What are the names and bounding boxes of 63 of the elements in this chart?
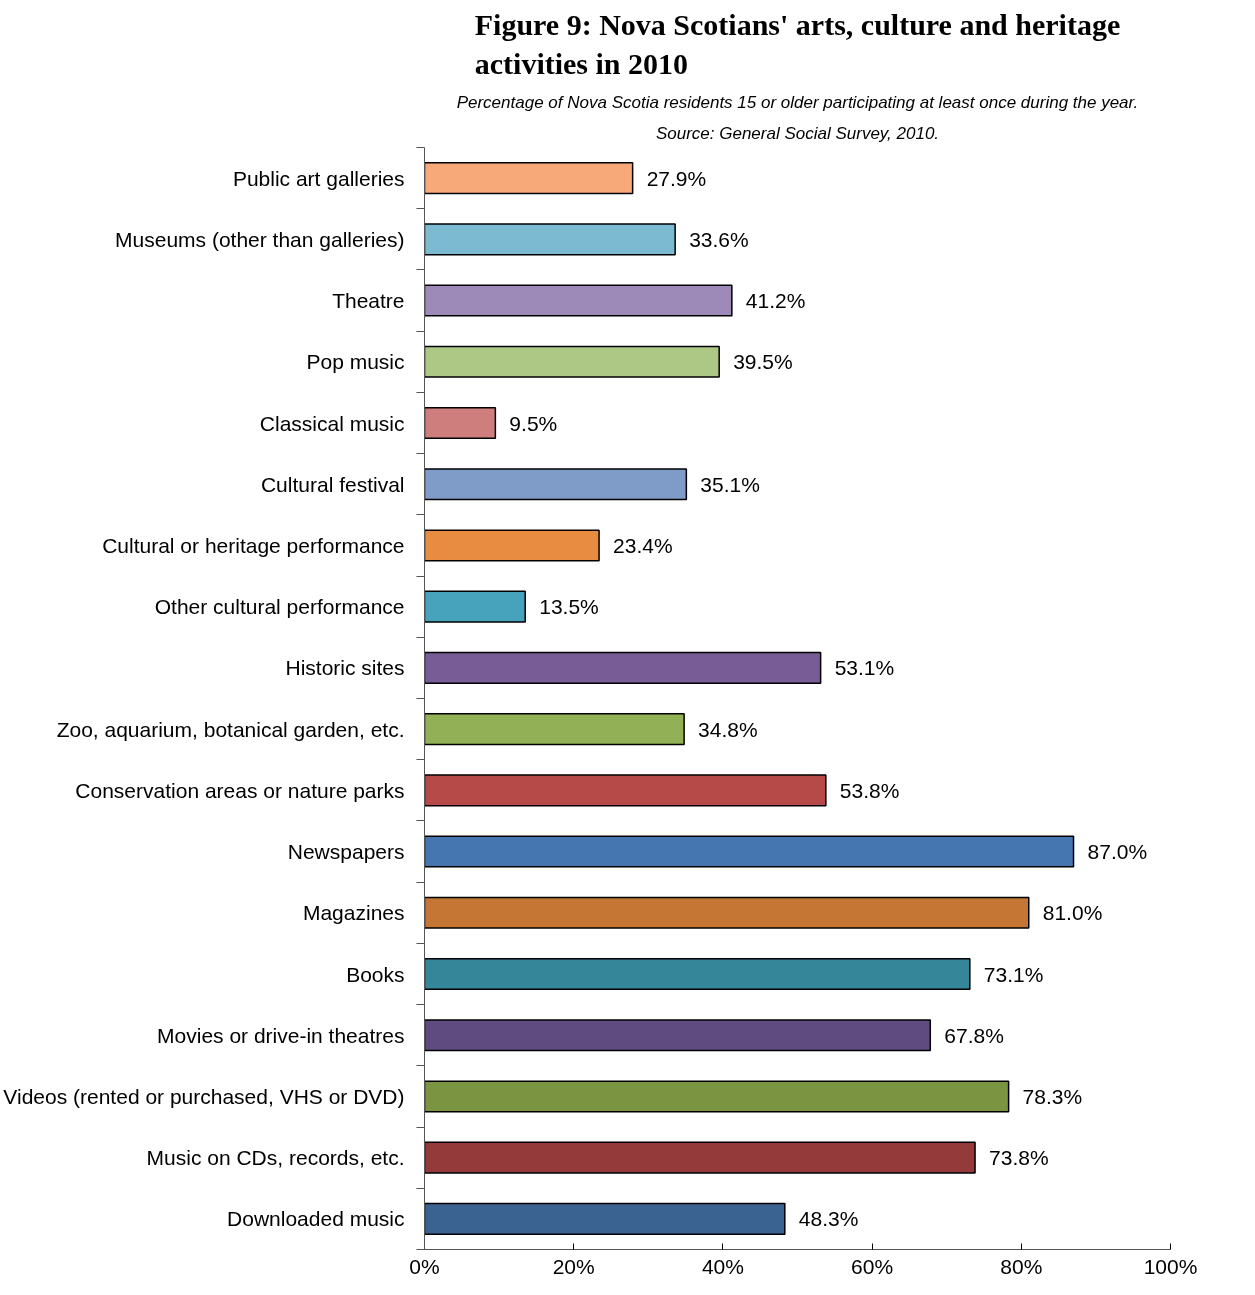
y-tick-label: Movies or drive-in theatres: [157, 1023, 405, 1047]
bar: [424, 590, 526, 623]
data-label: 73.8%: [989, 1146, 1049, 1170]
x-tick-label: 100%: [1143, 1254, 1198, 1278]
bar: [424, 774, 827, 807]
x-tick-label: 0%: [409, 1254, 440, 1278]
x-tick-label: 40%: [701, 1254, 744, 1278]
bar: [424, 468, 688, 501]
bar: [424, 1080, 1010, 1113]
y-tick-label: Magazines: [302, 901, 405, 925]
y-tick-label: Classical music: [259, 411, 405, 435]
data-label: 35.1%: [700, 472, 760, 496]
data-label: 27.9%: [646, 166, 707, 190]
y-tick-label: Zoo, aquarium, botanical garden, etc.: [56, 717, 405, 741]
data-label: 78.3%: [1022, 1084, 1083, 1108]
bar: [424, 1202, 786, 1235]
chart-title: Figure 9: Nova Scotians' arts, culture and heritage activities in 2010: [474, 7, 1121, 81]
data-label: 34.8%: [698, 717, 758, 741]
y-tick-label: Museums (other than galleries): [115, 227, 405, 251]
bar: [424, 162, 634, 195]
bar: [424, 284, 733, 317]
y-tick-label: Cultural or heritage performance: [102, 533, 405, 557]
y-tick-label: Other cultural performance: [154, 595, 405, 619]
bar: [424, 406, 497, 440]
bar: [424, 345, 720, 378]
data-label: 87.0%: [1087, 840, 1148, 864]
y-tick-label: Videos (rented or purchased, VHS or DVD): [3, 1084, 405, 1108]
y-tick-label: Pop music: [306, 350, 405, 374]
data-label: 23.4%: [613, 533, 673, 557]
y-tick-label: Newspapers: [287, 840, 405, 864]
data-label: 13.5%: [539, 595, 599, 619]
bar: [424, 1019, 932, 1052]
x-tick-label: 60%: [851, 1254, 894, 1278]
y-tick-label: Books: [346, 962, 405, 986]
bar: [424, 1141, 976, 1174]
bar: [424, 651, 822, 684]
y-tick-label: Cultural festival: [260, 472, 405, 496]
data-label: 53.8%: [839, 778, 900, 802]
data-label: 73.1%: [983, 962, 1044, 986]
y-tick-label: Downloaded music: [227, 1207, 405, 1231]
data-label: 81.0%: [1042, 901, 1103, 925]
data-label: 67.8%: [944, 1023, 1004, 1047]
x-tick-label: 80%: [1000, 1254, 1043, 1278]
x-tick-label: 20%: [552, 1254, 595, 1278]
data-label: 53.1%: [834, 656, 895, 680]
y-tick-label: Conservation areas or nature parks: [75, 778, 405, 802]
data-label: 41.2%: [745, 289, 806, 313]
data-label: 39.5%: [733, 350, 793, 374]
data-label: 9.5%: [509, 411, 558, 435]
y-tick-label: Music on CDs, records, etc.: [146, 1146, 405, 1170]
y-tick-label: Theatre: [332, 289, 405, 313]
source-note: Source: General Social Survey, 2010.: [655, 123, 940, 143]
chart-subtitle: Percentage of Nova Scotia residents 15 or older participating at least once during the year.: [456, 92, 1139, 112]
bar: [424, 957, 971, 991]
bar: [424, 896, 1030, 929]
bar: [424, 223, 676, 256]
y-tick-label: Historic sites: [285, 656, 405, 680]
data-label: 33.6%: [689, 227, 749, 251]
bar: [424, 529, 600, 562]
data-label: 48.3%: [798, 1207, 859, 1231]
bar: [424, 713, 685, 746]
y-tick-label: Public art galleries: [232, 166, 405, 190]
bar: [424, 835, 1075, 868]
